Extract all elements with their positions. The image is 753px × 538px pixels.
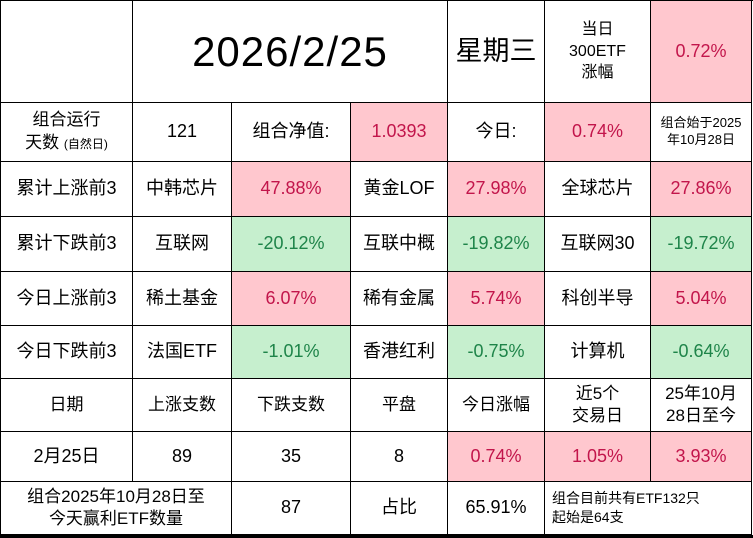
etf-value-cell: 5.74%	[448, 272, 545, 326]
stats-header-date: 日期	[1, 379, 133, 432]
etf-value-cell: -19.72%	[651, 217, 752, 272]
stats-date: 2月25日	[1, 432, 133, 482]
run-days-label: 组合运行 天数 (自然日)	[1, 103, 133, 162]
etf-value-cell: 47.88%	[232, 162, 351, 217]
etf-value-cell: 6.07%	[232, 272, 351, 326]
etf-value-cell: 5.04%	[651, 272, 752, 326]
etf300-change-label: 当日 300ETF 涨幅	[545, 1, 651, 103]
stats-five-day-change: 1.05%	[545, 432, 651, 482]
stats-flat-count: 8	[351, 432, 448, 482]
etf-name-cell: 稀有金属	[351, 272, 448, 326]
etf-value-cell: 27.98%	[448, 162, 545, 217]
stats-header-up-count: 上涨支数	[133, 379, 232, 432]
stats-header-since-start: 25年10月 28日至今	[651, 379, 752, 432]
etf-value-cell: -0.64%	[651, 326, 752, 379]
etf-value-cell: -20.12%	[232, 217, 351, 272]
date-title: 2026/2/25	[133, 1, 448, 103]
run-days-label-line2: 天数 (自然日)	[25, 133, 108, 152]
etf300-change-value: 0.72%	[651, 1, 752, 103]
nav-label: 组合净值:	[232, 103, 351, 162]
winning-etf-label: 组合2025年10月28日至 今天赢利ETF数量	[1, 482, 232, 535]
today-label: 今日:	[448, 103, 545, 162]
run-days-label-line1: 组合运行	[32, 110, 101, 130]
etf-value-cell: 27.86%	[651, 162, 752, 217]
etf-name-cell: 互联网30	[545, 217, 651, 272]
rank-label-today-down: 今日下跌前3	[1, 326, 133, 379]
stats-up-count: 89	[133, 432, 232, 482]
weekday-cell: 星期三	[448, 1, 545, 103]
rank-label-cumulative-down: 累计下跌前3	[1, 217, 133, 272]
etf-name-cell: 黄金LOF	[351, 162, 448, 217]
etf-total-note: 组合目前共有ETF132只 起始是64支	[545, 482, 752, 535]
etf-value-cell: -19.82%	[448, 217, 545, 272]
today-change-value: 0.74%	[545, 103, 651, 162]
run-days-value: 121	[133, 103, 232, 162]
stats-header-down-count: 下跌支数	[232, 379, 351, 432]
etf-value-cell: -0.75%	[448, 326, 545, 379]
rank-label-today-up: 今日上涨前3	[1, 272, 133, 326]
ratio-value: 65.91%	[448, 482, 545, 535]
etf-name-cell: 互联中概	[351, 217, 448, 272]
empty-corner-cell	[1, 1, 133, 103]
stats-down-count: 35	[232, 432, 351, 482]
ratio-label: 占比	[351, 482, 448, 535]
nav-value: 1.0393	[351, 103, 448, 162]
stats-since-start-change: 3.93%	[651, 432, 752, 482]
etf-name-cell: 法国ETF	[133, 326, 232, 379]
etf-name-cell: 香港红利	[351, 326, 448, 379]
etf-value-cell: -1.01%	[232, 326, 351, 379]
etf-name-cell: 计算机	[545, 326, 651, 379]
stats-header-today-change: 今日涨幅	[448, 379, 545, 432]
winning-etf-count: 87	[232, 482, 351, 535]
stats-today-change: 0.74%	[448, 432, 545, 482]
etf-name-cell: 中韩芯片	[133, 162, 232, 217]
etf-name-cell: 稀土基金	[133, 272, 232, 326]
etf-name-cell: 互联网	[133, 217, 232, 272]
portfolio-start-note: 组合始于2025 年10月28日	[651, 103, 752, 162]
etf-name-cell: 科创半导	[545, 272, 651, 326]
run-days-label-natural-days: (自然日)	[63, 137, 108, 151]
rank-label-cumulative-up: 累计上涨前3	[1, 162, 133, 217]
stats-header-flat: 平盘	[351, 379, 448, 432]
stats-header-five-day: 近5个 交易日	[545, 379, 651, 432]
etf-name-cell: 全球芯片	[545, 162, 651, 217]
